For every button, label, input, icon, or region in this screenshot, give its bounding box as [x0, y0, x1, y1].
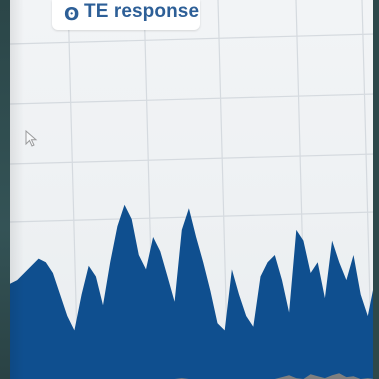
screen	[10, 0, 375, 379]
screen-edge-shadow	[10, 0, 24, 379]
grid-line-horizontal	[10, 33, 375, 45]
chart-title: TE response	[84, 1, 200, 22]
grid-line-horizontal	[10, 153, 375, 165]
bezel-right-edge	[373, 0, 379, 379]
series-area-secondary	[10, 373, 375, 379]
grid-line-vertical	[217, 0, 229, 379]
te-response-chart	[10, 0, 375, 379]
chart-title-tab[interactable]	[52, 0, 200, 30]
chart-series	[10, 204, 375, 379]
chart-grid	[10, 0, 375, 379]
grid-line-horizontal	[10, 93, 375, 105]
grid-line-horizontal	[10, 211, 375, 223]
mouse-cursor-icon	[25, 130, 38, 147]
series-area-primary	[10, 204, 375, 379]
signal-icon: ʘ	[64, 4, 80, 25]
grid-line-vertical	[67, 0, 79, 379]
